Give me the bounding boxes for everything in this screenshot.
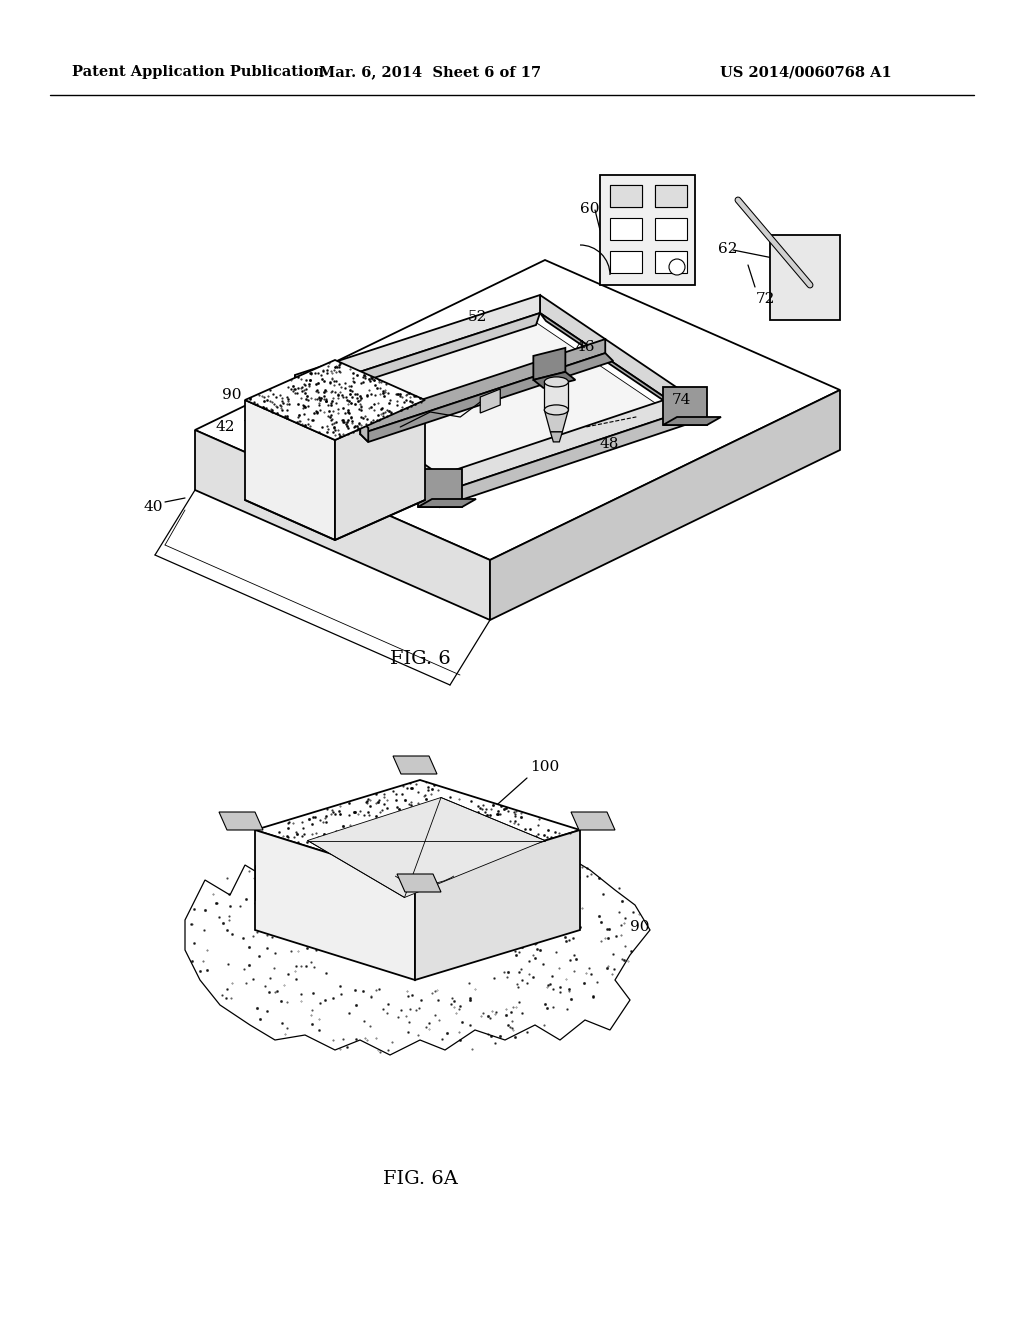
Polygon shape bbox=[360, 339, 605, 434]
Ellipse shape bbox=[545, 378, 568, 387]
Text: US 2014/0060768 A1: US 2014/0060768 A1 bbox=[720, 65, 892, 79]
Polygon shape bbox=[534, 348, 565, 380]
Text: 62: 62 bbox=[718, 242, 737, 256]
Polygon shape bbox=[335, 400, 425, 540]
Polygon shape bbox=[295, 375, 440, 492]
Bar bbox=[610, 251, 642, 273]
Text: 60: 60 bbox=[580, 202, 599, 216]
Polygon shape bbox=[415, 830, 580, 979]
Text: 48: 48 bbox=[600, 437, 620, 451]
Polygon shape bbox=[490, 389, 840, 620]
Polygon shape bbox=[291, 313, 540, 405]
Polygon shape bbox=[360, 354, 613, 442]
Polygon shape bbox=[360, 420, 369, 442]
Polygon shape bbox=[550, 432, 562, 442]
Ellipse shape bbox=[545, 405, 568, 414]
Bar bbox=[655, 251, 687, 273]
Polygon shape bbox=[195, 430, 490, 620]
Text: 90: 90 bbox=[222, 388, 242, 403]
Text: 40: 40 bbox=[143, 500, 163, 513]
Polygon shape bbox=[534, 372, 575, 388]
Circle shape bbox=[669, 259, 685, 275]
Polygon shape bbox=[540, 313, 691, 418]
Polygon shape bbox=[245, 360, 425, 440]
Polygon shape bbox=[393, 756, 437, 774]
Polygon shape bbox=[418, 469, 462, 507]
Text: 90: 90 bbox=[630, 920, 649, 935]
Text: Mar. 6, 2014  Sheet 6 of 17: Mar. 6, 2014 Sheet 6 of 17 bbox=[318, 65, 541, 79]
Text: 52: 52 bbox=[468, 310, 487, 323]
Bar bbox=[610, 185, 642, 207]
Polygon shape bbox=[185, 845, 650, 1055]
Polygon shape bbox=[600, 176, 695, 285]
Polygon shape bbox=[255, 780, 580, 880]
Text: 42: 42 bbox=[215, 420, 234, 434]
Bar bbox=[655, 218, 687, 240]
Polygon shape bbox=[571, 812, 615, 830]
Polygon shape bbox=[663, 387, 707, 425]
Polygon shape bbox=[219, 812, 263, 830]
Polygon shape bbox=[770, 235, 840, 319]
Text: 46: 46 bbox=[575, 341, 595, 354]
Polygon shape bbox=[245, 400, 335, 540]
Text: 100: 100 bbox=[530, 760, 559, 774]
Text: FIG. 6: FIG. 6 bbox=[389, 649, 451, 668]
Polygon shape bbox=[440, 411, 685, 507]
Polygon shape bbox=[480, 389, 501, 413]
Polygon shape bbox=[255, 830, 415, 979]
Polygon shape bbox=[313, 313, 667, 492]
Polygon shape bbox=[286, 393, 440, 503]
Text: FIG. 6A: FIG. 6A bbox=[383, 1170, 458, 1188]
Polygon shape bbox=[307, 797, 545, 898]
Polygon shape bbox=[545, 381, 568, 411]
Polygon shape bbox=[418, 499, 476, 507]
Polygon shape bbox=[397, 874, 441, 892]
Text: 72: 72 bbox=[756, 292, 775, 306]
Bar bbox=[610, 185, 642, 207]
Bar bbox=[655, 185, 687, 207]
Text: 74: 74 bbox=[672, 393, 691, 407]
Polygon shape bbox=[440, 393, 685, 492]
Polygon shape bbox=[295, 294, 540, 393]
Bar bbox=[655, 185, 687, 207]
Polygon shape bbox=[663, 417, 721, 425]
Polygon shape bbox=[540, 294, 685, 411]
Bar bbox=[610, 218, 642, 240]
Polygon shape bbox=[545, 411, 568, 432]
Polygon shape bbox=[195, 260, 840, 560]
Text: Patent Application Publication: Patent Application Publication bbox=[72, 65, 324, 79]
